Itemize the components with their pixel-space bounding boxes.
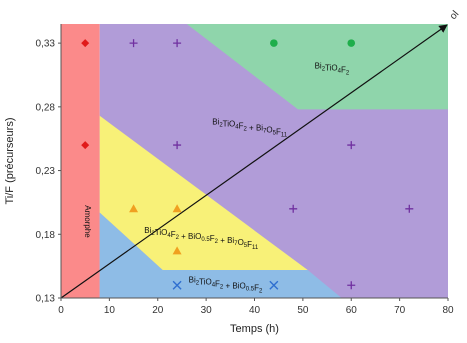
x-tick-label: 30 [201, 305, 213, 316]
region-labels: Amorphe Bi2TiO4F2 + Bi7O5F11 Bi2TiO4F2 Bi2T… [83, 62, 350, 295]
region-label-2: Bi2TiO4F2 [315, 62, 350, 77]
x-tick-label: 70 [394, 305, 406, 316]
point-triangle-1 [172, 204, 182, 213]
region-label-4: Bi2TiO4F2 + BiO0.5F2 [189, 276, 263, 295]
point-plus-1 [173, 39, 182, 48]
x-tick-label: 40 [249, 305, 261, 316]
point-plus-4 [347, 141, 356, 150]
region-4 [99, 212, 342, 298]
point-plus-0 [129, 39, 138, 48]
region-label-0: Amorphe [83, 205, 92, 238]
point-plus-2 [173, 141, 182, 150]
point-plus-3 [289, 204, 298, 213]
y-tick-label: 0,13 [36, 294, 56, 305]
point-circle-0 [270, 39, 278, 47]
x-tick-label: 20 [152, 305, 164, 316]
x-axis-title: Temps (h) [230, 323, 279, 335]
point-circle-1 [347, 39, 356, 47]
point-diamond-0 [81, 39, 90, 48]
region-0 [61, 24, 100, 298]
point-plus-5 [405, 204, 414, 213]
x-tick-label: 60 [346, 305, 358, 316]
point-diamond-1 [81, 141, 90, 150]
x-tick-label: 50 [297, 305, 309, 316]
point-triangle-0 [129, 204, 139, 213]
data-points [81, 39, 414, 290]
axes: 0 10 20 30 40 50 60 70 80 0,13 0,18 0,23 0,28 0,33 Tem… [4, 24, 454, 335]
region-label-3: Bi2TiO4F2 + BiO0.5F2 + Bi7O5F11 [144, 226, 259, 251]
region-label-1: Bi2TiO4F2 + Bi7O5F11 [212, 118, 288, 139]
x-tick-label: 10 [104, 305, 116, 316]
x-tick-label: 0 [58, 305, 64, 316]
y-tick-label: 0,18 [36, 230, 56, 241]
y-tick-label: 0,28 [36, 102, 56, 113]
y-axis-title: Ti/F (précurseurs) [4, 118, 16, 205]
region-3 [99, 115, 308, 270]
trend-arrow-label: ol [448, 9, 461, 22]
y-tick-label: 0,23 [36, 166, 56, 177]
phase-regions [61, 24, 448, 298]
point-x-0 [172, 280, 182, 290]
trend-arrow [60, 24, 448, 299]
region-2 [186, 24, 448, 110]
point-plus-6 [347, 281, 356, 290]
point-x-1 [269, 280, 279, 290]
x-tick-label: 80 [442, 305, 454, 316]
y-tick-label: 0,33 [36, 39, 56, 50]
point-triangle-2 [172, 246, 182, 255]
